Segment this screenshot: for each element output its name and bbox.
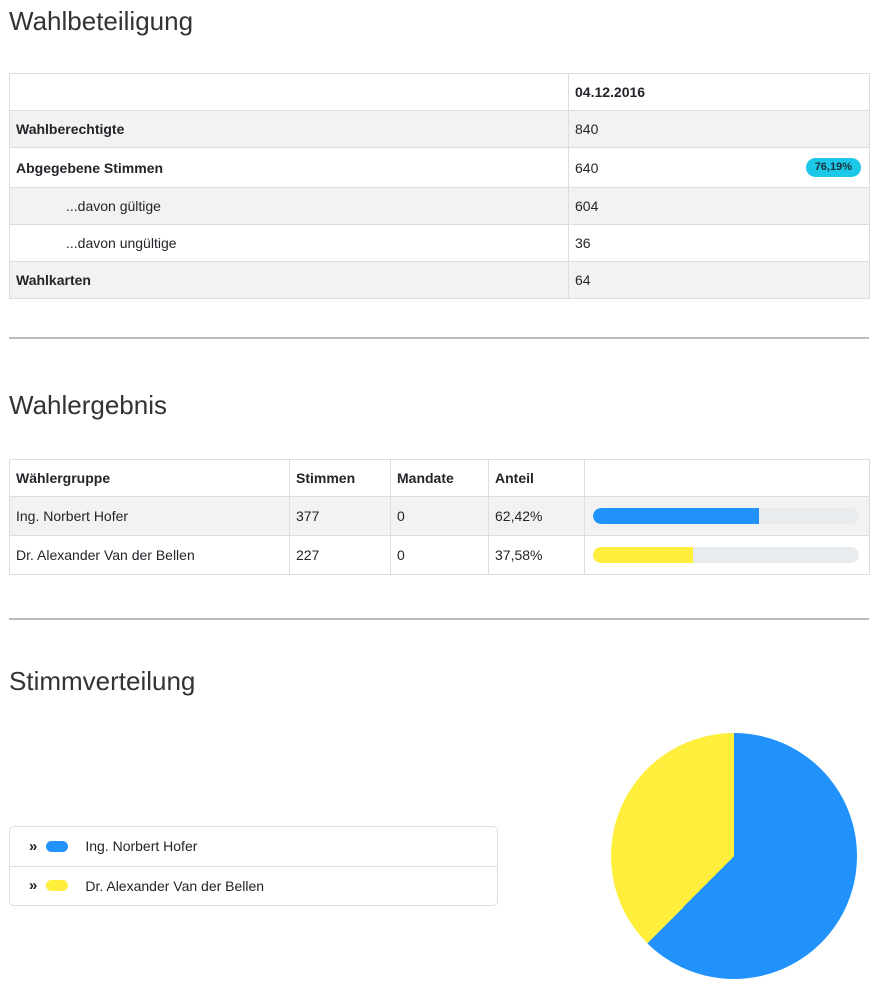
- double-chevron-right-icon: »: [29, 877, 37, 895]
- table-row: Abgegebene Stimmen 640 76,19%: [9, 147, 870, 189]
- candidate-votes: 377: [289, 496, 391, 537]
- turnout-header-row: 04.12.2016: [9, 73, 870, 112]
- row-label: Abgegebene Stimmen: [9, 147, 569, 189]
- share-bar-fill: [593, 508, 760, 525]
- pie-legend: » Ing. Norbert Hofer » Dr. Alexander Van…: [9, 825, 498, 906]
- candidate-mandates: 0: [390, 496, 489, 537]
- candidate-name: Ing. Norbert Hofer: [9, 496, 290, 537]
- table-row: Wahlberechtigte 840: [9, 110, 870, 149]
- turnout-table: 04.12.2016 Wahlberechtigte 840 Abgegeben…: [9, 73, 870, 300]
- row-value-cell: 640 76,19%: [568, 147, 870, 189]
- row-value: 840: [568, 110, 870, 149]
- col-header-votes: Stimmen: [289, 459, 391, 498]
- candidate-votes: 227: [289, 535, 391, 576]
- results-heading: Wahlergebnis: [9, 390, 168, 421]
- row-value: 640: [575, 159, 599, 176]
- turnout-percentage-badge: 76,19%: [805, 158, 861, 178]
- legend-item-van-der-bellen[interactable]: » Dr. Alexander Van der Bellen: [10, 865, 497, 905]
- distribution-heading: Stimmverteilung: [9, 666, 196, 697]
- row-label: Wahlkarten: [9, 261, 569, 300]
- results-table: Wählergruppe Stimmen Mandate Anteil Ing.…: [9, 459, 870, 576]
- section-divider: [9, 618, 869, 621]
- col-header-share: Anteil: [488, 459, 585, 498]
- share-bar-track: [593, 547, 859, 564]
- candidate-share: 62,42%: [488, 496, 585, 537]
- row-label: Wahlberechtigte: [9, 110, 569, 149]
- legend-item-hofer[interactable]: » Ing. Norbert Hofer: [10, 827, 497, 866]
- col-header-bar-empty: [584, 459, 870, 498]
- share-bar-cell: [584, 535, 870, 576]
- distribution-body: » Ing. Norbert Hofer » Dr. Alexander Van…: [9, 698, 869, 982]
- row-label: ...davon ungültige: [9, 224, 569, 263]
- legend-color-swatch: [46, 840, 69, 852]
- row-value: 64: [568, 261, 870, 300]
- share-bar-track: [593, 508, 859, 525]
- table-row: Wahlkarten 64: [9, 261, 870, 300]
- table-row: Ing. Norbert Hofer 377 0 62,42%: [9, 496, 870, 537]
- turnout-header-date: 04.12.2016: [568, 73, 870, 112]
- legend-color-swatch: [46, 880, 69, 892]
- candidate-mandates: 0: [390, 535, 489, 576]
- candidate-name: Dr. Alexander Van der Bellen: [9, 535, 290, 576]
- section-divider: [9, 337, 869, 340]
- share-bar-fill: [593, 547, 693, 564]
- table-row: ...davon gültige 604: [9, 187, 870, 226]
- turnout-header-empty: [9, 73, 569, 112]
- row-value: 36: [568, 224, 870, 263]
- election-results-page: Wahlbeteiligung 04.12.2016 Wahlberechtig…: [0, 6, 878, 982]
- table-row: Dr. Alexander Van der Bellen 227 0 37,58…: [9, 535, 870, 576]
- col-header-group: Wählergruppe: [9, 459, 290, 498]
- double-chevron-right-icon: »: [29, 837, 37, 855]
- turnout-heading: Wahlbeteiligung: [9, 6, 194, 36]
- row-value: 604: [568, 187, 870, 226]
- col-header-mandates: Mandate: [390, 459, 489, 498]
- pie-chart: [611, 732, 857, 979]
- results-header-row: Wählergruppe Stimmen Mandate Anteil: [9, 459, 870, 498]
- candidate-share: 37,58%: [488, 535, 585, 576]
- table-row: ...davon ungültige 36: [9, 224, 870, 263]
- share-bar-cell: [584, 496, 870, 537]
- legend-item-label: Ing. Norbert Hofer: [85, 838, 198, 855]
- row-label: ...davon gültige: [9, 187, 569, 226]
- legend-item-label: Dr. Alexander Van der Bellen: [85, 877, 265, 894]
